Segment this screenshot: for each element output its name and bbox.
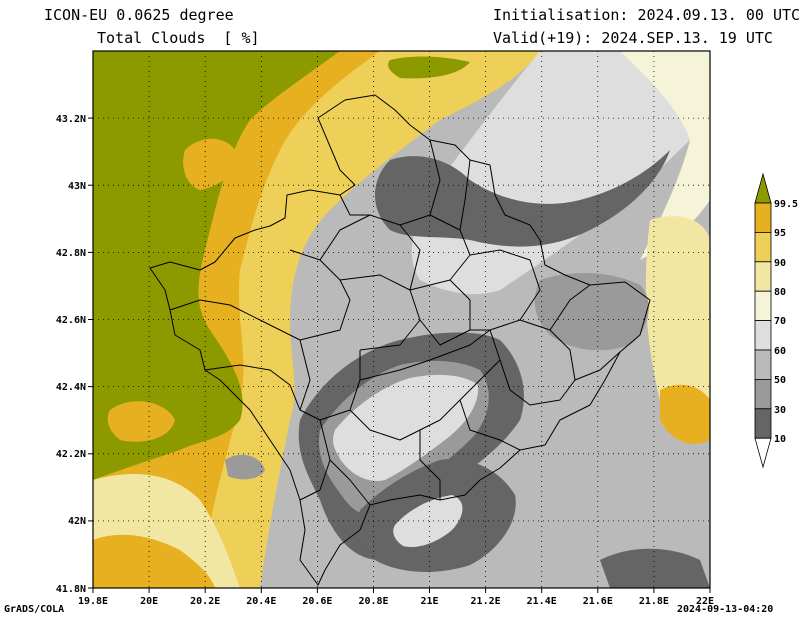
admin-border-16 <box>299 459 331 501</box>
x-tick-label: 21.6E <box>583 596 613 607</box>
cloud-field <box>93 51 710 588</box>
field-orange-e <box>660 384 710 444</box>
field-gray-sw <box>225 454 265 480</box>
x-tick-label: 19.8E <box>78 596 108 607</box>
admin-border-14 <box>419 430 441 500</box>
field-olive-west <box>93 51 340 480</box>
x-tick-label: 20E <box>140 596 158 607</box>
field-yellow-e <box>645 216 710 424</box>
colorbar-swatch-10 <box>754 408 772 439</box>
field-white-central <box>333 374 479 481</box>
x-tick-label: 20.4E <box>246 596 276 607</box>
admin-border-10 <box>549 284 591 331</box>
admin-border-5 <box>319 214 421 291</box>
x-tick-label: 20.8E <box>358 596 388 607</box>
colorbar-label: 30 <box>774 405 786 416</box>
colorbar-label: 90 <box>774 258 786 269</box>
field-white-south2 <box>393 495 463 548</box>
colorbar-label: 10 <box>774 434 786 445</box>
admin-border-4 <box>449 249 541 331</box>
colorbar-label: 70 <box>774 316 786 327</box>
colorbar-label: 95 <box>774 228 786 239</box>
colorbar-label: 99.5 <box>774 199 798 210</box>
field-white-ne <box>620 51 710 260</box>
colorbar-label: 80 <box>774 287 786 298</box>
admin-border-3 <box>409 279 471 346</box>
colorbar <box>754 172 772 469</box>
tick-marks <box>88 117 711 593</box>
admin-border-11 <box>574 351 621 381</box>
admin-border-13 <box>319 419 371 506</box>
field-darkgray-north <box>375 150 670 247</box>
admin-border-12 <box>349 359 501 441</box>
field-orange-sw <box>93 534 215 588</box>
colorbar-under-arrow <box>754 437 772 469</box>
admin-border-1 <box>289 249 351 341</box>
admin-border-17 <box>339 194 370 216</box>
colorbar-swatch-70 <box>754 290 772 322</box>
y-tick-labels: 43.2N 43N 42.8N 42.6N 42.4N 42.2N 42N 41… <box>56 114 86 595</box>
colorbar-swatch-90 <box>754 231 772 263</box>
valid-time: Valid(+19): 2024.SEP.13. 19 UTC <box>493 29 773 47</box>
country-border <box>149 94 651 586</box>
y-tick-label: 42N <box>68 516 86 527</box>
field-orange-spot2 <box>107 401 175 442</box>
admin-border-6 <box>399 214 471 256</box>
field-olive-north <box>388 56 470 79</box>
x-tick-label: 21E <box>420 596 438 607</box>
admin-border-18 <box>429 139 441 216</box>
admin-border-9 <box>489 319 576 406</box>
field-gray-east <box>534 273 649 351</box>
y-tick-label: 42.2N <box>56 449 86 460</box>
colorbar-swatch-80 <box>754 261 772 292</box>
colorbar-over-arrow <box>754 172 772 204</box>
y-tick-label: 41.8N <box>56 584 86 595</box>
field-lightgray-north <box>470 76 643 186</box>
field-orange-spot <box>183 138 236 190</box>
y-tick-label: 42.4N <box>56 382 86 393</box>
colorbar-swatch-50 <box>754 349 772 380</box>
variable-title: Total Clouds [ %] <box>97 29 260 47</box>
colorbar-label: 50 <box>774 375 786 386</box>
y-tick-label: 43.2N <box>56 114 86 125</box>
y-tick-label: 42.6N <box>56 315 86 326</box>
x-tick-label: 22E <box>696 596 714 607</box>
admin-border-19 <box>459 159 471 231</box>
x-tick-label: 21.4E <box>527 596 557 607</box>
admin-border-15 <box>459 399 521 451</box>
y-tick-label: 43N <box>68 181 86 192</box>
admin-border-2 <box>339 274 421 351</box>
borders <box>149 94 651 586</box>
footer-timestamp: 2024-09-13-04:20 <box>677 604 774 615</box>
colorbar-label: 60 <box>774 346 786 357</box>
model-title: ICON-EU 0.0625 degree <box>44 6 234 24</box>
admin-border-20 <box>169 299 301 341</box>
colorbar-swatch-95 <box>754 202 772 233</box>
admin-border-21 <box>204 364 301 411</box>
x-tick-label: 21.2E <box>471 596 501 607</box>
field-darkgray-se <box>600 548 710 588</box>
admin-border-8 <box>359 329 491 381</box>
y-tick-label: 42.8N <box>56 248 86 259</box>
colorbar-swatch-30 <box>754 378 772 410</box>
colorbar-labels: 99.5 95 90 80 70 60 50 30 10 <box>774 199 798 445</box>
colorbar-swatch-60 <box>754 320 772 351</box>
x-tick-label: 21.8E <box>639 596 669 607</box>
x-tick-labels: 19.8E 20E 20.2E 20.4E 20.6E 20.8E 21E 21… <box>78 596 714 607</box>
footer-grads: GrADS/COLA <box>4 604 65 615</box>
x-tick-label: 20.6E <box>302 596 332 607</box>
init-time: Initialisation: 2024.09.13. 00 UTC <box>493 6 800 24</box>
x-tick-label: 20.2E <box>190 596 220 607</box>
